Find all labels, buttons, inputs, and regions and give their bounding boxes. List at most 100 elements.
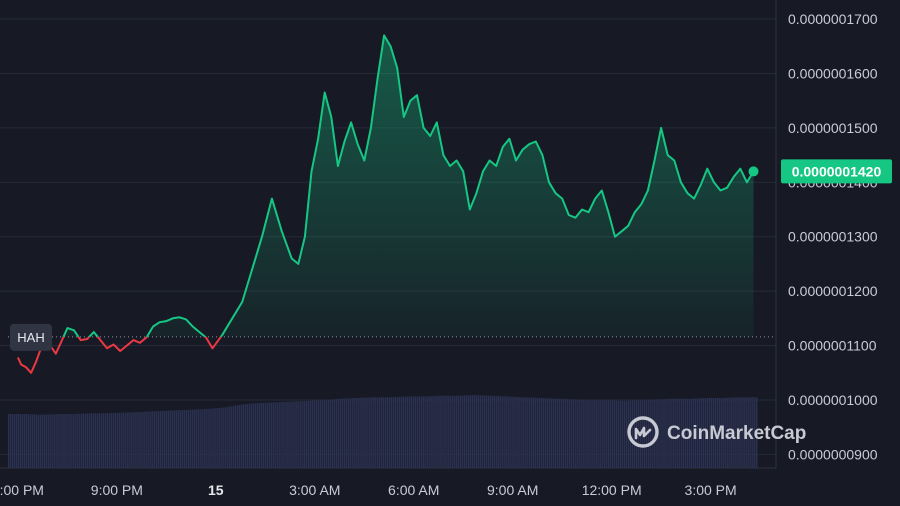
volume-bar xyxy=(386,397,389,468)
volume-bar xyxy=(531,397,533,468)
volume-bar xyxy=(440,395,442,468)
volume-bar xyxy=(499,396,501,468)
volume-bar xyxy=(580,399,582,468)
volume-bar xyxy=(122,412,124,468)
volume-bar xyxy=(246,403,249,468)
volume-bar xyxy=(146,411,148,468)
volume-bar xyxy=(37,414,40,468)
volume-bar xyxy=(665,398,667,468)
volume-bar xyxy=(75,413,77,468)
y-tick-label: 0.0000001500 xyxy=(788,120,878,136)
x-tick-label: 9:00 PM xyxy=(91,482,143,498)
volume-bar xyxy=(193,409,195,468)
volume-bar xyxy=(92,413,95,468)
volume-bar xyxy=(602,400,604,468)
volume-bar xyxy=(497,396,499,468)
volume-bar xyxy=(625,400,628,468)
volume-bar xyxy=(398,396,401,468)
volume-bar xyxy=(240,404,243,468)
volume-bar xyxy=(88,413,91,468)
volume-bar xyxy=(165,410,168,468)
volume-bar xyxy=(96,413,99,468)
volume-bar xyxy=(300,401,302,468)
volume-bar xyxy=(311,400,314,468)
volume-bar xyxy=(748,397,750,468)
volume-bar xyxy=(144,411,146,468)
volume-bar xyxy=(315,400,318,468)
volume-bar xyxy=(683,398,685,468)
volume-bar xyxy=(86,413,89,468)
volume-bar xyxy=(333,399,336,468)
volume-bar xyxy=(199,409,201,468)
volume-bar xyxy=(136,411,138,468)
volume-bar xyxy=(698,398,701,468)
volume-bar xyxy=(570,399,572,468)
coinmarketcap-wordmark: CoinMarketCap xyxy=(667,423,806,444)
volume-bar xyxy=(61,413,63,468)
volume-bar xyxy=(55,414,57,468)
volume-bar xyxy=(25,414,28,468)
volume-bar xyxy=(684,398,687,468)
volume-bar xyxy=(355,397,357,468)
volume-bar xyxy=(83,413,85,468)
volume-bar xyxy=(681,398,683,468)
reference-tag-label: HAH xyxy=(17,330,44,345)
volume-bar xyxy=(81,413,83,468)
volume-bar xyxy=(329,399,332,468)
volume-bar xyxy=(463,395,466,468)
volume-bar xyxy=(39,414,42,468)
volume-bar xyxy=(740,397,742,468)
volume-bar xyxy=(736,397,738,468)
volume-bar xyxy=(114,412,117,468)
volume-bar xyxy=(304,400,306,468)
volume-bar xyxy=(209,408,211,468)
volume-bar xyxy=(33,414,36,468)
volume-bar xyxy=(47,414,49,468)
volume-bar xyxy=(619,400,622,468)
coinmarketcap-watermark: CoinMarketCap xyxy=(627,416,806,448)
volume-bar xyxy=(383,397,385,468)
volume-bar xyxy=(106,413,109,468)
volume-bar xyxy=(140,411,142,468)
volume-bar xyxy=(505,396,507,468)
volume-bar xyxy=(663,399,665,468)
volume-bar xyxy=(422,396,424,468)
volume-bar xyxy=(671,398,673,468)
volume-bar xyxy=(742,397,744,468)
volume-bar xyxy=(400,396,403,468)
x-tick-label: 3:00 AM xyxy=(289,482,340,498)
volume-bar xyxy=(238,404,241,468)
volume-bar xyxy=(288,401,290,468)
volume-bar xyxy=(278,402,280,468)
volume-bar xyxy=(327,399,330,468)
volume-bar xyxy=(461,395,464,468)
volume-bar xyxy=(294,401,296,468)
volume-bar xyxy=(244,404,247,468)
volume-bar xyxy=(9,413,12,468)
volume-bar xyxy=(712,397,715,468)
volume-bar xyxy=(574,399,576,468)
volume-bar xyxy=(519,397,521,468)
volume-bar xyxy=(319,400,322,468)
volume-bar xyxy=(23,413,26,468)
volume-bar xyxy=(158,411,160,468)
volume-bar xyxy=(436,395,438,468)
volume-bar xyxy=(100,413,103,468)
volume-bar xyxy=(481,395,484,468)
y-axis: 0.0000000900 0.0000001000 0.0000001100 0.00… xyxy=(788,11,878,462)
volume-bar xyxy=(452,395,454,468)
volume-bar xyxy=(59,413,61,468)
volume-bar xyxy=(223,407,225,468)
volume-bar xyxy=(181,410,184,468)
volume-bar xyxy=(365,397,367,468)
volume-bar xyxy=(53,414,55,468)
volume-bar xyxy=(598,400,600,468)
x-axis: 6:00 PM 9:00 PM 15 3:00 AM 6:00 AM 9:00 AM 12:… xyxy=(0,482,737,498)
volume-bar xyxy=(661,399,663,468)
volume-bar xyxy=(465,395,468,468)
volume-bar xyxy=(292,401,294,468)
volume-bar xyxy=(564,399,567,468)
volume-bar xyxy=(750,397,752,468)
volume-bar xyxy=(534,397,537,468)
